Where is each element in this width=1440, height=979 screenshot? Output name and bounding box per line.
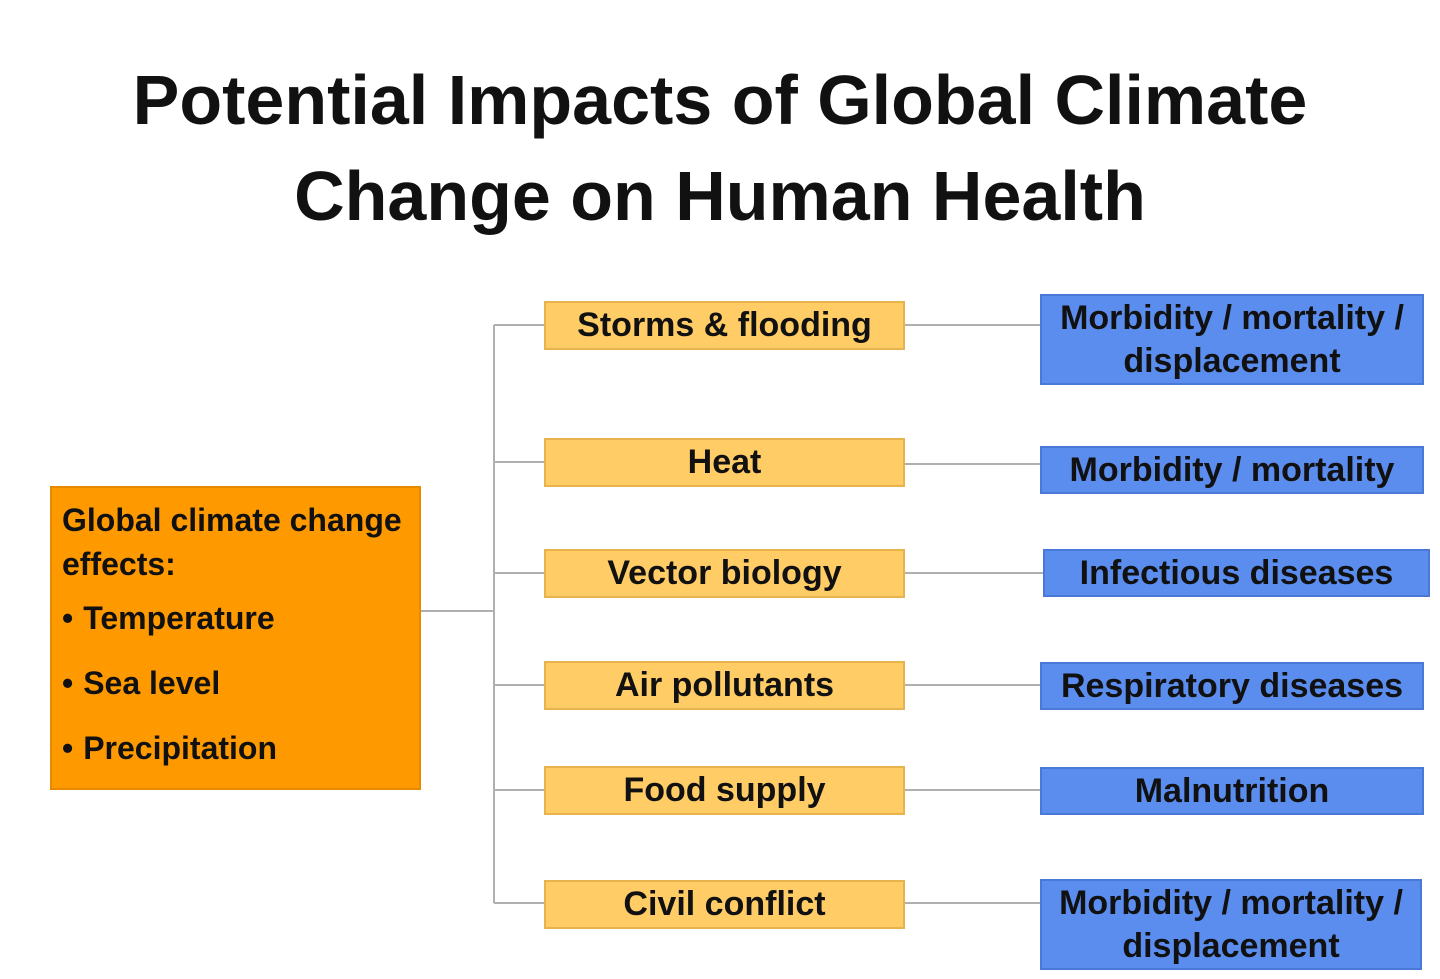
- list-item: • Precipitation: [62, 730, 278, 766]
- cause-box-vector-biology: Vector biology: [544, 549, 905, 598]
- effect-box-malnutrition: Malnutrition: [1040, 767, 1424, 815]
- effect-box-morbidity-mortality-displacement: Morbidity / mortality / displacement: [1040, 294, 1424, 385]
- cause-box-civil-conflict: Civil conflict: [544, 880, 905, 929]
- list-item: • Temperature: [62, 600, 275, 636]
- climate-effects-heading: Global climate change effects:: [62, 502, 402, 582]
- climate-effects-box: Global climate change effects: • Temperat…: [50, 486, 421, 790]
- cause-box-heat: Heat: [544, 438, 905, 487]
- title-line-2: Change on Human Health: [294, 157, 1146, 235]
- effect-box-morbidity-mortality: Morbidity / mortality: [1040, 446, 1424, 494]
- effect-box-respiratory-diseases: Respiratory diseases: [1040, 662, 1424, 710]
- cause-box-air-pollutants: Air pollutants: [544, 661, 905, 710]
- climate-effects-list: • Temperature • Sea level • Precipitation: [62, 596, 409, 770]
- effect-box-morbidity-mortality-displacement: Morbidity / mortality / displacement: [1040, 879, 1422, 970]
- list-item: • Sea level: [62, 665, 221, 701]
- effect-box-infectious-diseases: Infectious diseases: [1043, 549, 1430, 597]
- title-line-1: Potential Impacts of Global Climate: [132, 61, 1308, 139]
- cause-box-storms-flooding: Storms & flooding: [544, 301, 905, 350]
- cause-box-food-supply: Food supply: [544, 766, 905, 815]
- page-title: Potential Impacts of Global Climate Chan…: [0, 52, 1440, 244]
